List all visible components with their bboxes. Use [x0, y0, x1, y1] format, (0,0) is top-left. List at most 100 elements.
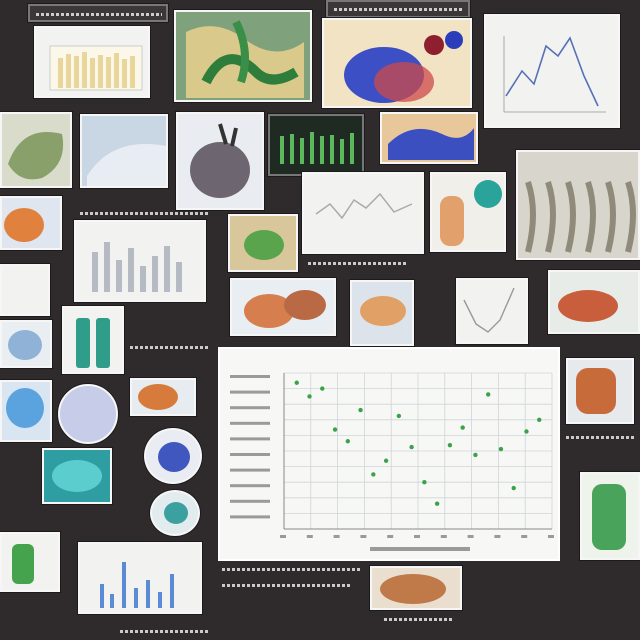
x-tick-label [414, 535, 420, 538]
caption-line [308, 262, 408, 265]
header-text-strip-2 [326, 0, 470, 18]
green-bars-thumbnail[interactable] [268, 114, 364, 176]
scatter-point [524, 429, 529, 434]
small-graph-thumbnail[interactable] [0, 264, 50, 316]
scatter-point [396, 413, 402, 419]
line-chart-graphic [503, 36, 606, 113]
caption-line [80, 212, 210, 215]
blue-bars-thumbnail[interactable] [78, 542, 202, 614]
scatter-point [358, 407, 363, 413]
scatter-point [422, 480, 427, 485]
green-organ-graphic [186, 20, 304, 98]
grey-tissue-graphic [87, 144, 166, 186]
x-tick-label [440, 535, 447, 538]
small-line-chart-graphic [315, 192, 413, 220]
anatomy-thumbnail-green[interactable] [174, 10, 312, 102]
y-tick-label [230, 468, 270, 472]
blue-cell-thumbnail[interactable] [0, 380, 52, 442]
brain-graphic [344, 31, 463, 103]
header-text-strip [28, 4, 168, 22]
heart-graphic [190, 123, 250, 198]
bottom-organ-thumbnail[interactable] [370, 566, 462, 610]
anatomy-thumbnail-grey[interactable] [80, 114, 168, 188]
x-tick-label [521, 535, 528, 538]
y-tick-label [230, 406, 270, 410]
round-heart-thumbnail[interactable] [144, 428, 202, 484]
blue-orange-graphic [388, 128, 474, 160]
caption-line [222, 584, 352, 587]
x-tick-label [387, 535, 394, 538]
anatomy-thumbnail-spine[interactable] [430, 172, 506, 252]
green-bars-graphic [280, 132, 354, 164]
orange-thumbnail[interactable] [130, 378, 196, 416]
anatomy-thumbnail-skull[interactable] [350, 280, 414, 346]
x-tick-label [494, 535, 501, 538]
scatter-point [371, 472, 376, 477]
scatter-chart-panel[interactable] [218, 347, 560, 561]
y-tick-label [230, 484, 270, 488]
anatomy-thumbnail-red-organ[interactable] [548, 270, 640, 334]
x-tick-label [280, 535, 286, 538]
scatter-point [307, 394, 312, 399]
x-tick-label [548, 535, 554, 538]
scatter-point [460, 425, 465, 430]
scatter-point [345, 439, 351, 444]
blue-bars-graphic [100, 562, 174, 608]
caption-line [222, 568, 362, 571]
x-tick-label [467, 535, 474, 538]
y-tick-label [230, 499, 270, 503]
anatomy-thumbnail-blue-cell[interactable] [0, 320, 52, 368]
y-tick-label [230, 437, 270, 441]
tissue-folds-graphic [525, 181, 636, 253]
scatter-point [434, 501, 440, 506]
lung-graphic [8, 132, 64, 180]
scatter-point [473, 452, 478, 458]
scatter-plot [230, 372, 554, 551]
anatomy-thumbnail-brain[interactable] [322, 18, 472, 108]
scatter-point [498, 446, 504, 452]
anatomy-thumbnail-yellow[interactable] [228, 214, 298, 272]
scatter-point [447, 442, 453, 448]
anatomy-thumbnail-muscle[interactable] [566, 358, 634, 424]
x-tick-label [360, 535, 367, 538]
round-small-thumbnail[interactable] [150, 490, 200, 536]
caption-line [130, 346, 210, 349]
scatter-point [409, 444, 414, 450]
caption-line [566, 436, 636, 439]
bar-chart-thumbnail-graphic [49, 45, 143, 91]
line-chart-thumbnail-small[interactable] [302, 172, 424, 254]
scatter-point [511, 485, 516, 491]
line-chart-thumbnail-2[interactable] [456, 278, 528, 344]
x-tick-label [306, 535, 313, 538]
teal-tissue-thumbnail[interactable] [42, 448, 112, 504]
scatter-point [320, 386, 325, 391]
anatomy-thumbnail-heart[interactable] [176, 112, 264, 210]
anatomy-thumbnail-orange[interactable] [0, 196, 62, 250]
sphere-thumbnail[interactable] [58, 384, 118, 444]
green-plant-thumbnail[interactable] [0, 532, 60, 592]
anatomy-thumbnail-lung[interactable] [0, 112, 72, 188]
line-chart-thumbnail[interactable] [484, 14, 620, 128]
y-tick-label [230, 390, 270, 394]
caption-line [120, 630, 210, 633]
grid [283, 372, 553, 530]
x-axis-label [370, 547, 470, 551]
anatomy-thumbnail-kidney[interactable] [230, 278, 336, 336]
y-tick-label [230, 515, 270, 519]
anatomy-thumbnail-blue-orange[interactable] [380, 112, 478, 164]
scatter-point [485, 392, 491, 397]
bar-chart-thumbnail[interactable] [34, 26, 150, 98]
green-fern-thumbnail[interactable] [580, 472, 640, 560]
x-tick-label [333, 535, 340, 538]
scatter-point [383, 458, 389, 463]
y-tick-label [230, 375, 270, 378]
scatter-point [332, 427, 338, 432]
bar-chart-thumbnail-grey[interactable] [74, 220, 206, 302]
scatter-point [537, 417, 542, 422]
grey-bars-graphic [92, 242, 182, 292]
scatter-point [294, 380, 299, 385]
y-tick-label [230, 421, 270, 425]
caption-line [384, 618, 454, 621]
teal-cups-thumbnail[interactable] [62, 306, 124, 374]
gray-panel [516, 150, 640, 260]
